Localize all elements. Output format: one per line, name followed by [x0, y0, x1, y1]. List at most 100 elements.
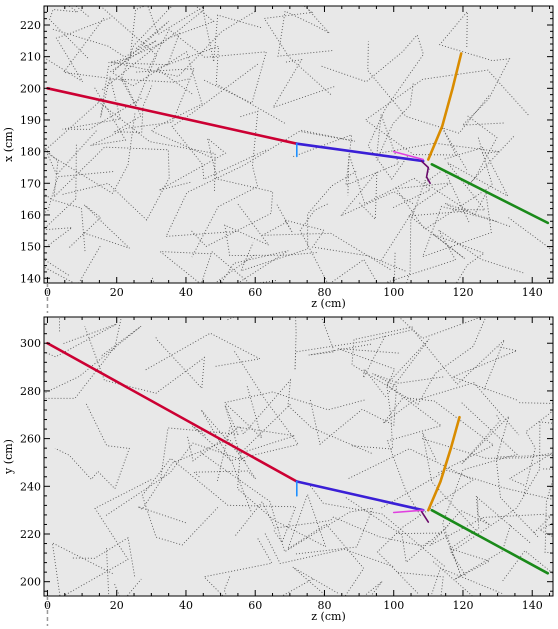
x-tick-label: 60: [248, 286, 262, 299]
background-track: [224, 202, 317, 257]
background-track: [337, 348, 399, 450]
series-line-6: [392, 150, 425, 161]
background-track: [49, 6, 89, 59]
background-track: [112, 11, 256, 77]
series-line-4: [426, 52, 463, 161]
y-tick-label: 190: [20, 114, 41, 127]
y-tick-label: 220: [20, 528, 41, 541]
background-track: [44, 113, 136, 195]
background-track: [51, 478, 153, 596]
background-track: [380, 136, 493, 261]
x-tick-label: 140: [522, 599, 543, 612]
background-track: [293, 114, 500, 187]
background-track: [430, 567, 503, 596]
background-tracks: [44, 6, 553, 283]
background-track: [223, 384, 365, 440]
x-tick-label: 40: [179, 599, 193, 612]
background-track: [137, 438, 256, 524]
x-tick-label: 20: [110, 599, 124, 612]
background-track: [264, 533, 394, 568]
background-track: [449, 496, 531, 580]
y-tick-label: 220: [20, 19, 41, 32]
background-track: [467, 115, 515, 186]
background-track: [308, 483, 446, 568]
background-track: [429, 494, 552, 546]
x-tick-label: 80: [317, 286, 331, 299]
background-track: [277, 6, 333, 57]
background-track: [120, 55, 189, 107]
series-line-6: [392, 509, 425, 514]
background-track: [160, 403, 291, 480]
plot-background: [44, 317, 553, 596]
x-tick-label: 80: [317, 599, 331, 612]
background-track: [309, 373, 444, 446]
chart-panel-2: 020406080100120140200220240260280300z (c…: [2, 316, 554, 626]
x-tick-label: 100: [383, 286, 404, 299]
background-track: [145, 332, 262, 371]
background-track: [104, 409, 252, 517]
background-track: [385, 338, 443, 516]
y-tick-label: 240: [20, 480, 41, 493]
background-track: [187, 378, 372, 462]
background-track: [362, 335, 387, 398]
background-track: [90, 68, 195, 146]
background-track: [147, 6, 262, 62]
series-line-3: [430, 163, 550, 225]
y-tick-label: 260: [20, 433, 41, 446]
background-track: [451, 346, 519, 401]
background-track: [45, 98, 104, 176]
background-track: [165, 129, 355, 237]
y-tick-label: 300: [20, 337, 41, 350]
x-tick-label: 20: [110, 286, 124, 299]
background-track: [523, 410, 553, 496]
background-track: [62, 9, 204, 130]
y-axis-label: x (cm): [2, 127, 15, 162]
series-line-5: [420, 510, 430, 523]
background-track: [422, 168, 497, 258]
plot-frame: [43, 5, 554, 284]
background-track: [443, 147, 511, 227]
y-tick-label: 170: [20, 177, 41, 190]
plot-frame: [43, 316, 554, 597]
background-track: [294, 317, 505, 390]
plot-area: [44, 6, 553, 283]
background-track: [348, 448, 474, 595]
background-track: [141, 457, 297, 546]
background-track: [44, 144, 101, 283]
y-tick-label: 150: [20, 241, 41, 254]
y-tick-label: 210: [20, 51, 41, 64]
background-track: [158, 137, 274, 247]
y-tick-label: 200: [20, 82, 41, 95]
x-tick-label: 40: [179, 286, 193, 299]
background-track: [382, 382, 520, 474]
background-track: [158, 251, 255, 283]
background-track: [461, 415, 539, 538]
background-track: [396, 402, 518, 576]
y-tick-label: 140: [20, 272, 41, 285]
chart-panel-1: 0204060801001201401401501601701801902002…: [2, 5, 554, 313]
background-track: [44, 325, 142, 399]
series-line-1: [46, 341, 299, 483]
background-track: [422, 432, 476, 531]
background-track: [340, 170, 414, 221]
background-track: [200, 452, 374, 555]
background-track: [276, 204, 406, 272]
background-track: [321, 33, 424, 180]
x-tick-label: 140: [522, 286, 543, 299]
background-track: [94, 98, 216, 191]
background-tracks: [44, 317, 553, 596]
x-tick-label: 120: [452, 599, 473, 612]
y-axis-label: y (cm): [2, 439, 15, 475]
y-tick-label: 160: [20, 209, 41, 222]
background-track: [62, 17, 153, 134]
background-track: [191, 351, 300, 462]
background-track: [438, 10, 511, 126]
background-track: [364, 69, 529, 171]
plot-area: [44, 317, 553, 596]
background-track: [386, 168, 524, 283]
x-axis-label: z (cm): [311, 297, 345, 310]
background-track: [111, 20, 212, 158]
series-line-3: [430, 508, 550, 575]
series-line-4: [426, 415, 461, 512]
